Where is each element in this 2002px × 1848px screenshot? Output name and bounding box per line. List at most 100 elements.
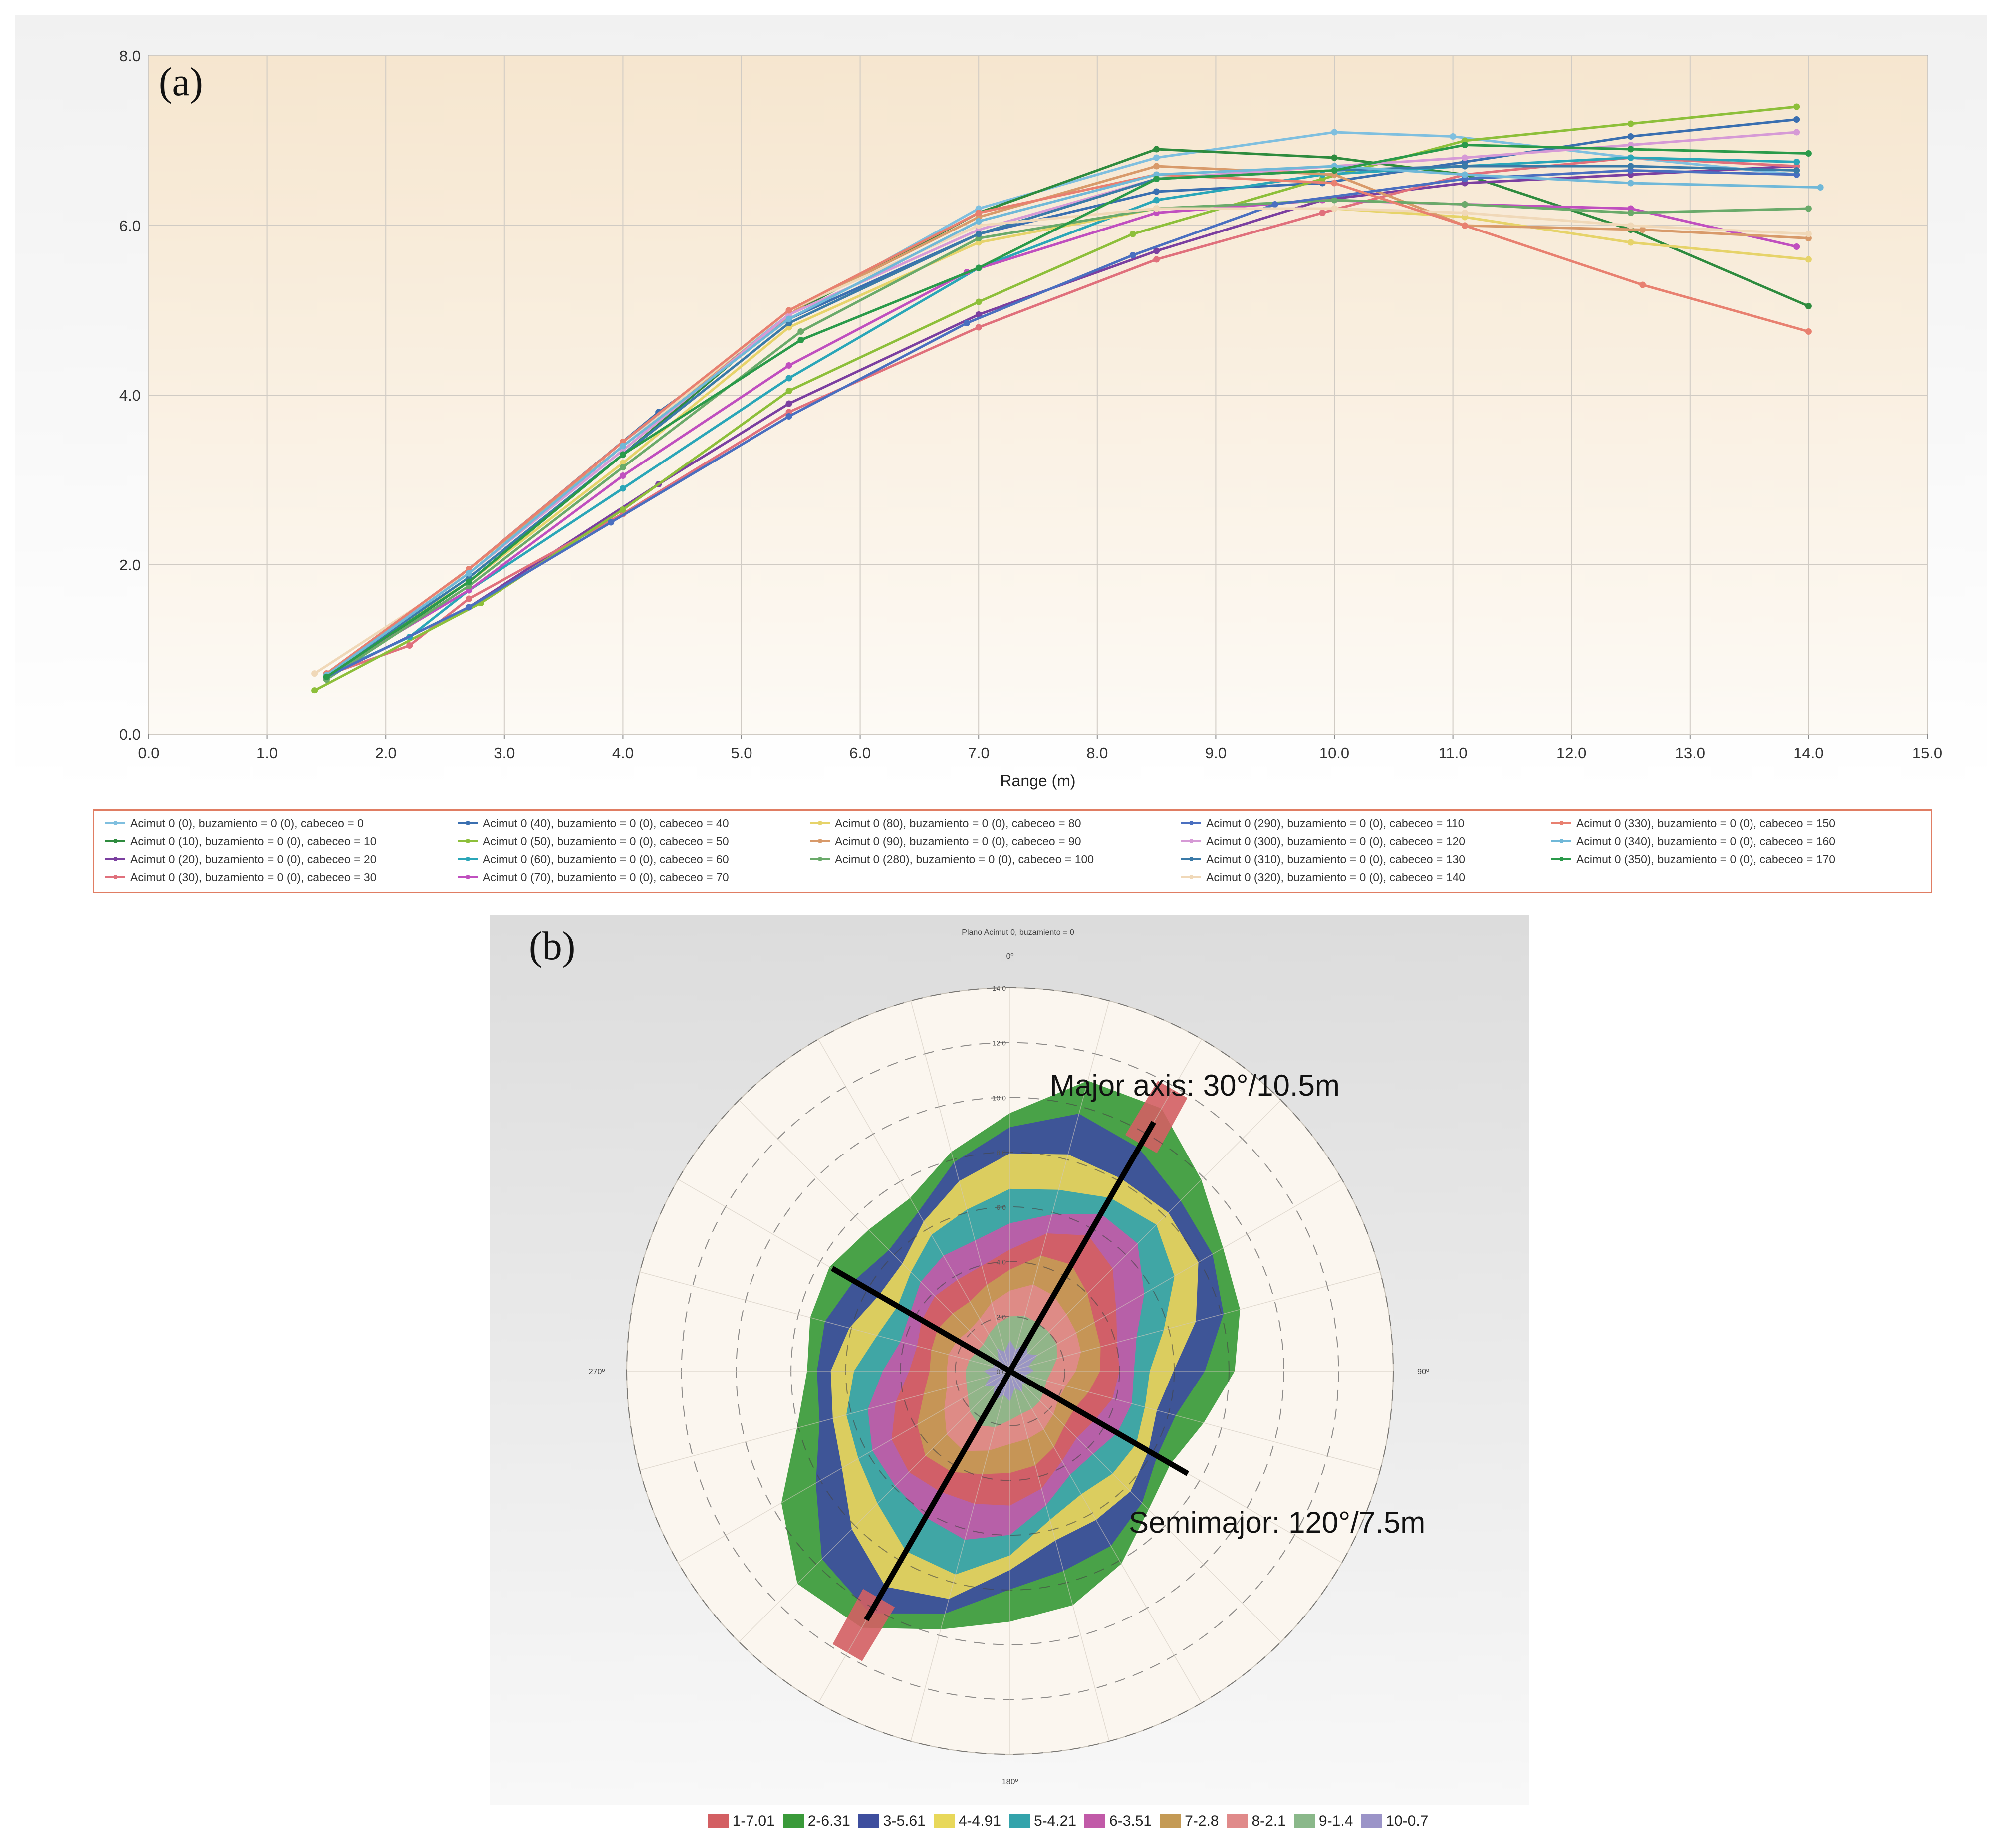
radial-gridline <box>678 1371 1010 1563</box>
data-point <box>1805 205 1812 212</box>
x-tick-label: 0.0 <box>138 744 159 762</box>
data-point <box>1627 163 1634 170</box>
legend-label: Acimut 0 (280), buzamiento = 0 (0), cabe… <box>835 852 1094 866</box>
band-legend: 1-7.01 2-6.31 3-5.61 4-4.91 5-4.21 6-3.51 7-2.… <box>659 1810 1477 1832</box>
band-legend-item: 9-1.4 <box>1293 1813 1353 1830</box>
data-point <box>1627 120 1634 127</box>
band-legend-label: 7-2.8 <box>1185 1813 1219 1829</box>
major-axis-annotation: Major axis: 30°/10.5m <box>1050 1069 1340 1102</box>
radial-tick-label: 6.0 <box>997 1203 1006 1211</box>
x-tick-label: 11.0 <box>1439 744 1468 762</box>
data-point <box>785 307 792 314</box>
radial-tick-label: 8.0 <box>997 1149 1006 1156</box>
radial-gridline <box>1009 1179 1342 1372</box>
series-line <box>325 165 1821 677</box>
legend-label: Acimut 0 (330), buzamiento = 0 (0), cabe… <box>1576 816 1836 830</box>
data-point <box>1817 184 1824 191</box>
legend-label: Acimut 0 (60), buzamiento = 0 (0), cabec… <box>483 852 729 866</box>
x-tick-label: 12.0 <box>1556 744 1586 762</box>
band-legend-swatch <box>933 1814 955 1828</box>
legend-item: Acimut 0 (330), buzamiento = 0 (0), cabe… <box>1551 816 1835 831</box>
radial-gridline <box>1009 1100 1281 1372</box>
data-point <box>619 451 626 458</box>
data-point <box>785 362 792 369</box>
band-legend-label: 8-2.1 <box>1251 1813 1286 1829</box>
y-tick-label: 2.0 <box>119 556 141 574</box>
data-point <box>1793 103 1800 110</box>
series-line <box>326 169 1797 678</box>
data-point <box>1793 167 1800 174</box>
data-point <box>1805 256 1812 263</box>
legend-item: Acimut 0 (90), buzamiento = 0 (0), cabec… <box>810 834 1081 849</box>
legend-swatch <box>810 857 830 861</box>
data-point <box>323 673 330 680</box>
band-legend-swatch <box>707 1814 729 1828</box>
data-point <box>1331 129 1338 136</box>
legend-label: Acimut 0 (70), buzamiento = 0 (0), cabec… <box>483 870 729 884</box>
radial-gridline <box>1009 1271 1381 1372</box>
legend-label: Acimut 0 (340), buzamiento = 0 (0), cabe… <box>1576 834 1836 848</box>
band-legend-swatch <box>1084 1814 1106 1828</box>
data-point <box>311 687 318 694</box>
data-point <box>1461 210 1468 216</box>
radial-gridline <box>1009 1371 1110 1742</box>
band-legend-swatch <box>1361 1814 1382 1828</box>
data-point <box>608 519 615 526</box>
legend-swatch <box>1551 839 1571 843</box>
data-point <box>975 218 982 225</box>
legend-label: Acimut 0 (20), buzamiento = 0 (0), cabec… <box>130 852 377 866</box>
legend-item: Acimut 0 (80), buzamiento = 0 (0), cabec… <box>810 816 1081 831</box>
data-point <box>1461 154 1468 161</box>
data-point <box>797 337 804 343</box>
data-point <box>1319 210 1326 216</box>
data-point <box>1805 150 1812 157</box>
x-tick-label: 6.0 <box>849 744 871 762</box>
data-point <box>1331 154 1338 161</box>
legend-item: Acimut 0 (280), buzamiento = 0 (0), cabe… <box>810 852 1094 867</box>
band-legend-label: 5-4.21 <box>1033 1813 1077 1829</box>
legend-item: Acimut 0 (340), buzamiento = 0 (0), cabe… <box>1551 834 1835 849</box>
legend-item: Acimut 0 (40), buzamiento = 0 (0), cabec… <box>458 816 729 831</box>
radial-gridline <box>739 1371 1010 1642</box>
data-point <box>466 578 473 585</box>
x-tick-label: 3.0 <box>494 744 515 762</box>
band-legend-item: 2-6.31 <box>782 1813 850 1830</box>
data-point <box>619 464 626 470</box>
legend-swatch <box>1181 875 1201 879</box>
direction-label: 180º <box>1002 1778 1018 1786</box>
x-tick-label: 8.0 <box>1086 744 1108 762</box>
semimajor-axis-line <box>830 1266 1190 1476</box>
panel-a-label: (a) <box>159 60 203 104</box>
legend-item: Acimut 0 (320), buzamiento = 0 (0), cabe… <box>1181 870 1465 885</box>
band-legend-item: 3-5.61 <box>858 1813 926 1830</box>
x-tick-label: 1.0 <box>256 744 278 762</box>
radial-tick-label: 14.0 <box>993 984 1006 992</box>
band-legend-item: 4-4.91 <box>933 1813 1001 1830</box>
legend-item: Acimut 0 (300), buzamiento = 0 (0), cabe… <box>1181 834 1465 849</box>
data-point <box>785 413 792 420</box>
data-point <box>1793 159 1800 165</box>
series-legend: Acimut 0 (0), buzamiento = 0 (0), cabece… <box>93 809 1932 893</box>
data-point <box>1153 188 1160 195</box>
legend-swatch <box>458 821 478 825</box>
data-point <box>975 298 982 305</box>
legend-swatch <box>1181 857 1201 861</box>
legend-item: Acimut 0 (350), buzamiento = 0 (0), cabe… <box>1551 852 1835 867</box>
band-legend-swatch <box>1227 1814 1248 1828</box>
band-legend-item: 7-2.8 <box>1160 1813 1219 1830</box>
direction-label: 270º <box>589 1368 605 1376</box>
data-point <box>975 311 982 318</box>
legend-label: Acimut 0 (80), buzamiento = 0 (0), cabec… <box>835 816 1081 830</box>
band-legend-label: 2-6.31 <box>807 1813 850 1829</box>
data-point <box>797 328 804 335</box>
data-point <box>619 472 626 479</box>
legend-label: Acimut 0 (310), buzamiento = 0 (0), cabe… <box>1206 852 1466 866</box>
data-point <box>1153 146 1160 153</box>
data-point <box>1639 227 1646 233</box>
legend-label: Acimut 0 (90), buzamiento = 0 (0), cabec… <box>835 834 1081 848</box>
data-point <box>1793 116 1800 123</box>
data-point <box>1805 231 1812 237</box>
data-point <box>1153 205 1160 212</box>
legend-item: Acimut 0 (50), buzamiento = 0 (0), cabec… <box>458 834 729 849</box>
x-tick-label: 10.0 <box>1319 744 1349 762</box>
